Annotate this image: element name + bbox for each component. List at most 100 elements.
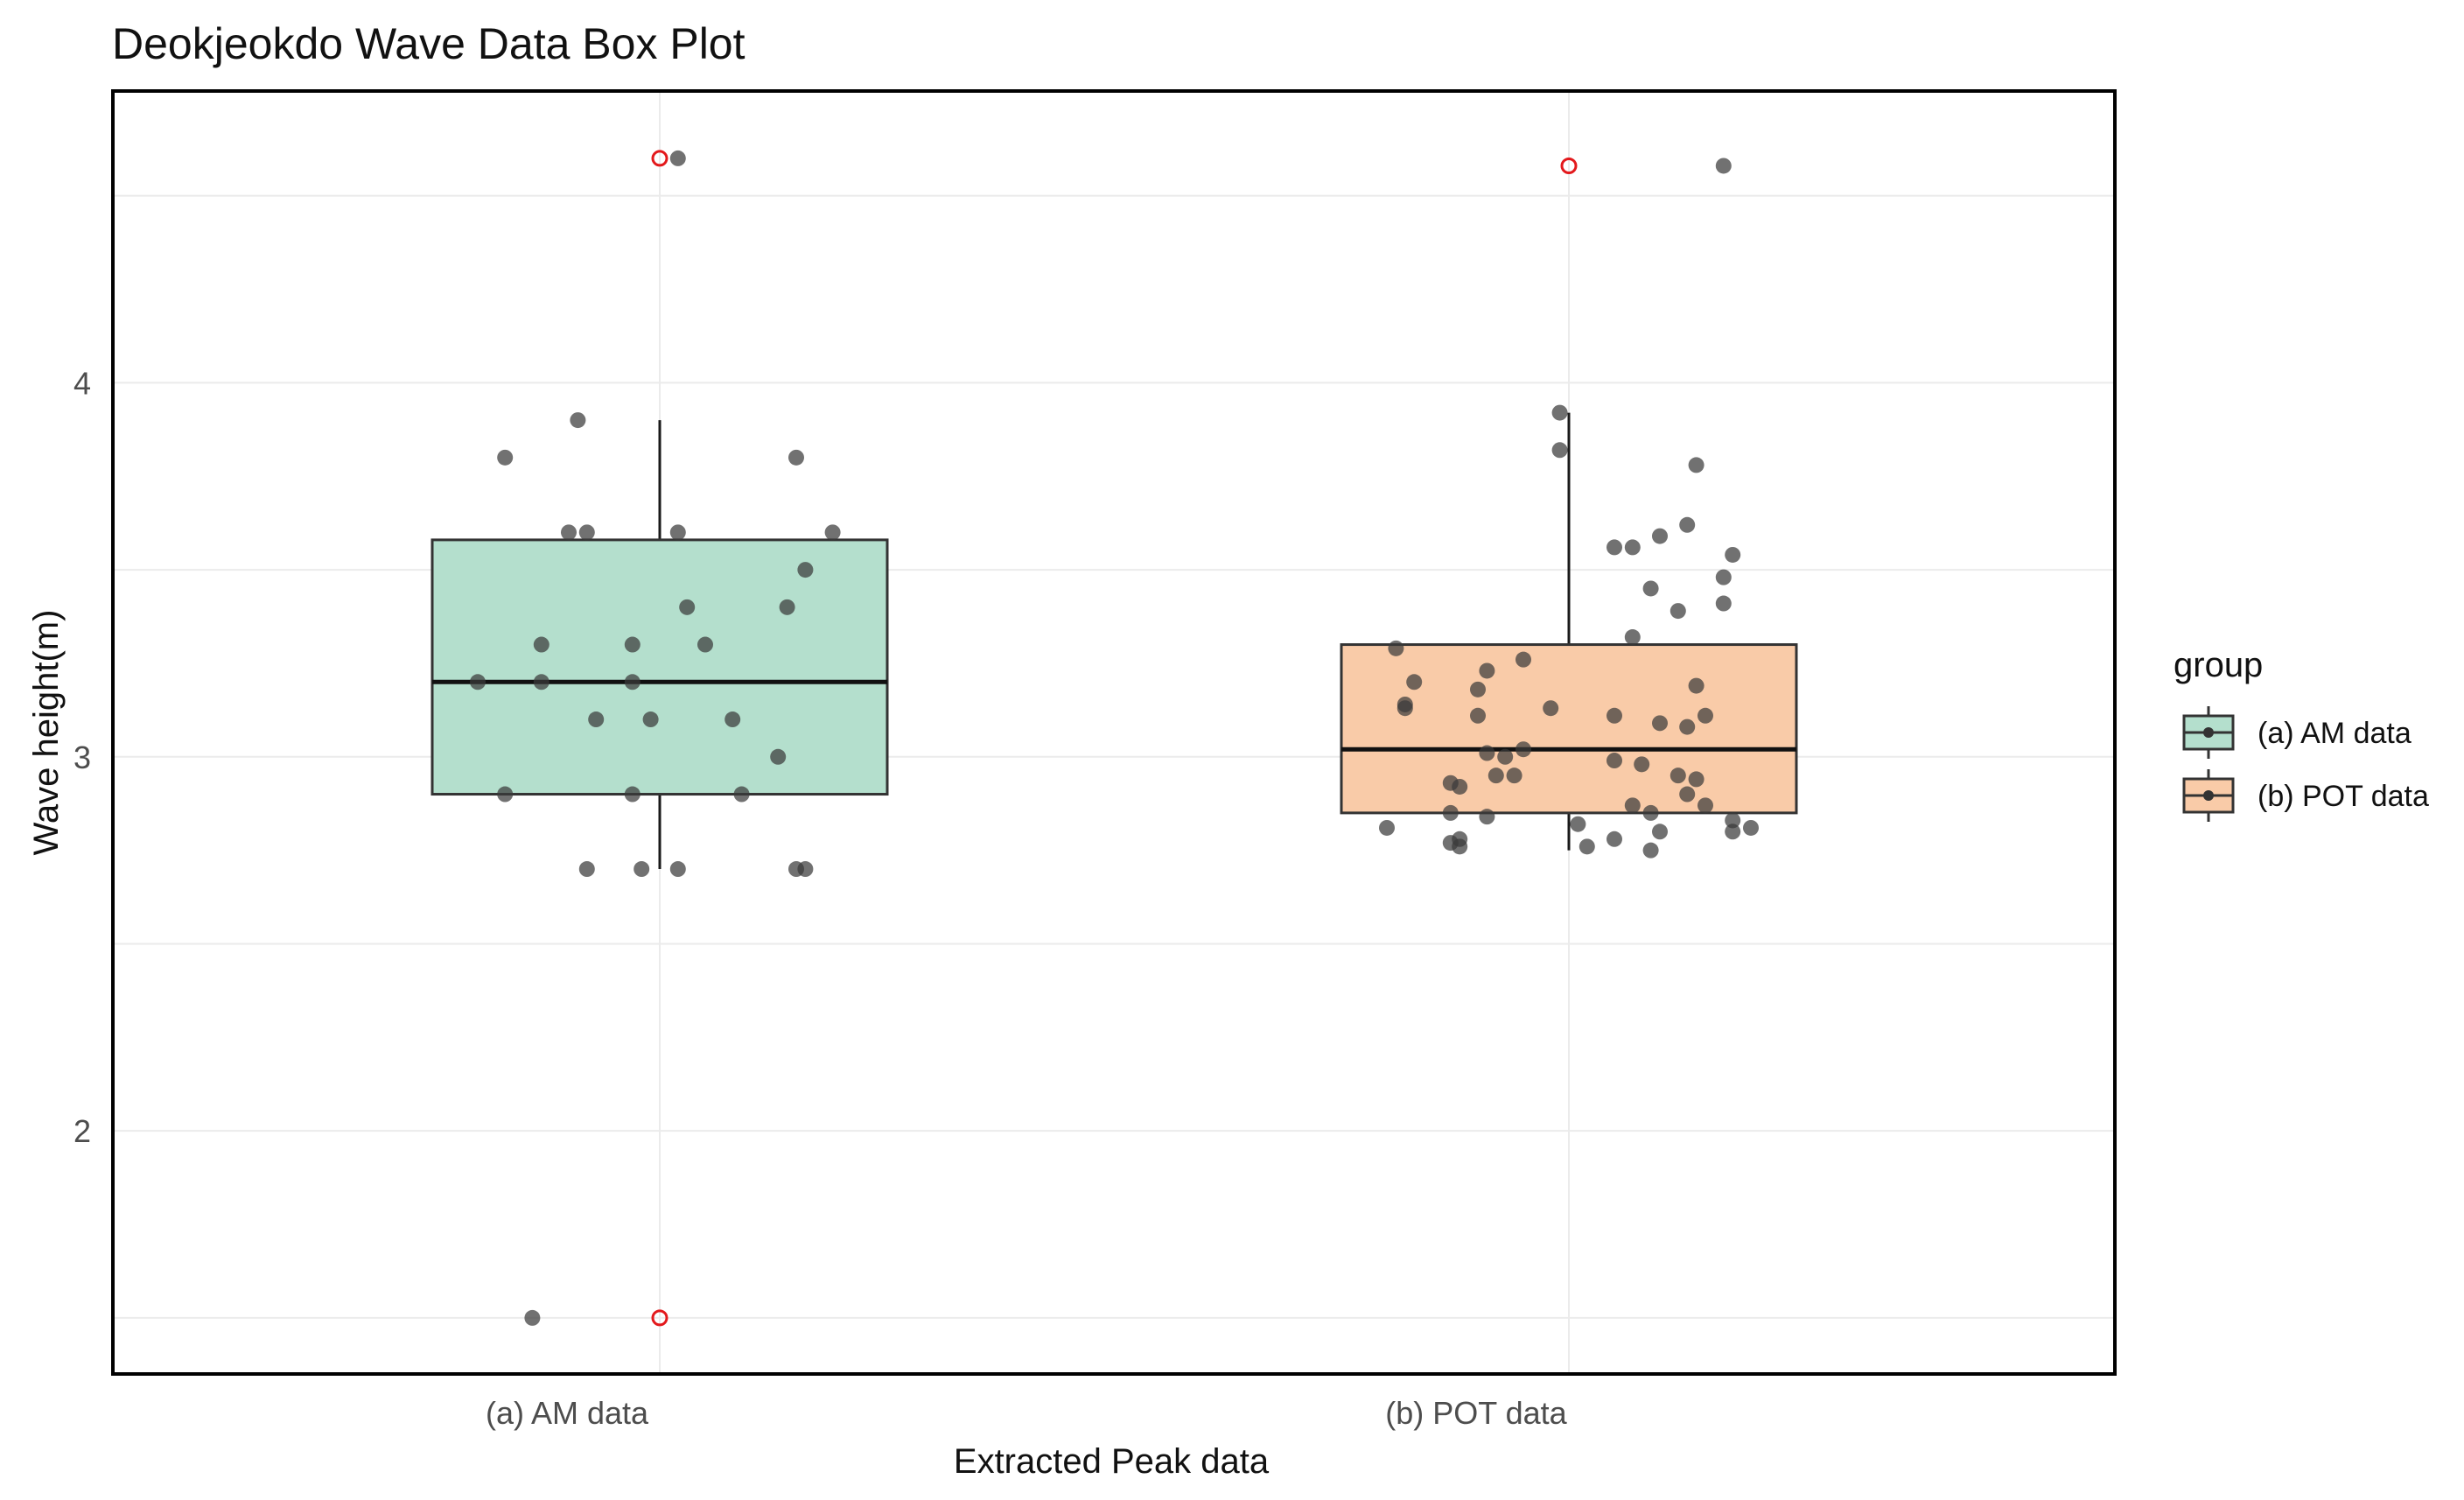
- outlier-point: [651, 150, 668, 167]
- box-iqr: [430, 538, 889, 796]
- legend-label: (a) AM data: [2258, 717, 2412, 750]
- legend-key-point: [2203, 727, 2214, 738]
- outlier-points: [651, 150, 1578, 1327]
- data-point: [624, 786, 640, 803]
- data-point: [1442, 804, 1459, 821]
- plot-panel-background: [113, 91, 2115, 1374]
- data-point: [724, 711, 741, 728]
- x-axis-title: Extracted Peak data: [954, 1442, 1270, 1481]
- data-point: [1488, 768, 1504, 784]
- data-point: [470, 674, 486, 690]
- data-point: [1551, 404, 1568, 421]
- data-point: [1743, 819, 1759, 836]
- data-point: [1543, 700, 1559, 717]
- data-point: [1698, 797, 1713, 814]
- data-point: [1725, 546, 1741, 563]
- data-point: [1725, 824, 1741, 840]
- data-point: [578, 524, 595, 541]
- chart-title: Deokjeokdo Wave Data Box Plot: [112, 19, 746, 68]
- data-point: [578, 861, 595, 878]
- y-axis-title: Wave height(m): [27, 610, 66, 856]
- data-point: [1452, 838, 1468, 855]
- legend-key-point: [2203, 790, 2214, 801]
- data-point: [1551, 442, 1568, 459]
- legend: group (a) AM data (b) POT data: [2174, 646, 2429, 822]
- data-point: [669, 861, 686, 878]
- data-point: [779, 599, 795, 615]
- x-tick-label: (a) AM data: [486, 1395, 649, 1431]
- data-point: [1452, 778, 1468, 795]
- data-point: [1715, 158, 1732, 174]
- legend-items: (a) AM data (b) POT data: [2182, 706, 2429, 822]
- x-axis-ticks: (a) AM data (b) POT data: [486, 1395, 1568, 1431]
- data-point: [1570, 816, 1586, 832]
- data-point: [1624, 629, 1641, 646]
- x-tick-label: (b) POT data: [1385, 1395, 1567, 1431]
- data-point: [1406, 674, 1423, 690]
- data-point: [1670, 603, 1686, 620]
- y-tick-label: 2: [74, 1113, 91, 1149]
- data-point: [497, 786, 514, 803]
- data-point: [570, 412, 586, 429]
- data-point: [1388, 640, 1404, 656]
- data-point: [1698, 707, 1713, 724]
- data-point: [1506, 768, 1522, 784]
- data-point: [561, 524, 577, 541]
- data-point: [1479, 809, 1495, 825]
- data-point: [624, 636, 640, 653]
- data-point: [679, 599, 696, 615]
- boxes: [430, 412, 1798, 870]
- data-point: [1479, 745, 1495, 761]
- data-point: [634, 861, 650, 878]
- data-point: [669, 524, 686, 541]
- data-point: [1688, 457, 1704, 473]
- data-point: [733, 786, 750, 803]
- data-point: [1497, 748, 1514, 765]
- y-axis-ticks: 2 3 4: [74, 365, 91, 1149]
- data-point: [497, 449, 514, 466]
- data-point: [1624, 797, 1641, 814]
- data-point: [1516, 651, 1531, 668]
- data-point: [1652, 824, 1668, 840]
- data-point: [533, 674, 550, 690]
- data-point: [1396, 700, 1413, 717]
- data-point: [1725, 812, 1741, 829]
- data-point: [1634, 756, 1650, 773]
- data-point: [1578, 838, 1595, 855]
- data-point: [524, 1309, 541, 1326]
- jitter-points: [470, 150, 1759, 1326]
- data-point: [1379, 819, 1395, 836]
- data-point: [1652, 528, 1668, 544]
- outlier-point: [1560, 157, 1578, 174]
- y-tick-label: 4: [74, 365, 91, 401]
- data-point: [1688, 771, 1704, 788]
- data-point: [1642, 580, 1659, 597]
- data-point: [1679, 516, 1696, 533]
- data-point: [797, 562, 814, 578]
- data-point: [1606, 539, 1622, 556]
- data-point: [770, 748, 787, 765]
- data-point: [1652, 715, 1668, 732]
- data-point: [824, 524, 841, 541]
- data-point: [1516, 741, 1531, 758]
- data-point: [588, 711, 605, 728]
- data-point: [1642, 804, 1659, 821]
- data-point: [1606, 707, 1622, 724]
- outlier-point: [651, 1309, 668, 1327]
- data-point: [1470, 681, 1486, 697]
- data-point: [533, 636, 550, 653]
- data-point: [642, 711, 659, 728]
- data-point: [624, 674, 640, 690]
- data-point: [1642, 842, 1659, 859]
- data-point: [1606, 831, 1622, 847]
- data-point: [1670, 768, 1686, 784]
- legend-title: group: [2174, 646, 2263, 684]
- data-point: [697, 636, 713, 653]
- plot-panel-border: [111, 89, 2117, 1376]
- data-point: [1715, 595, 1732, 612]
- data-point: [1470, 707, 1486, 724]
- data-point: [1479, 662, 1495, 679]
- data-point: [669, 150, 686, 166]
- data-point: [788, 449, 804, 466]
